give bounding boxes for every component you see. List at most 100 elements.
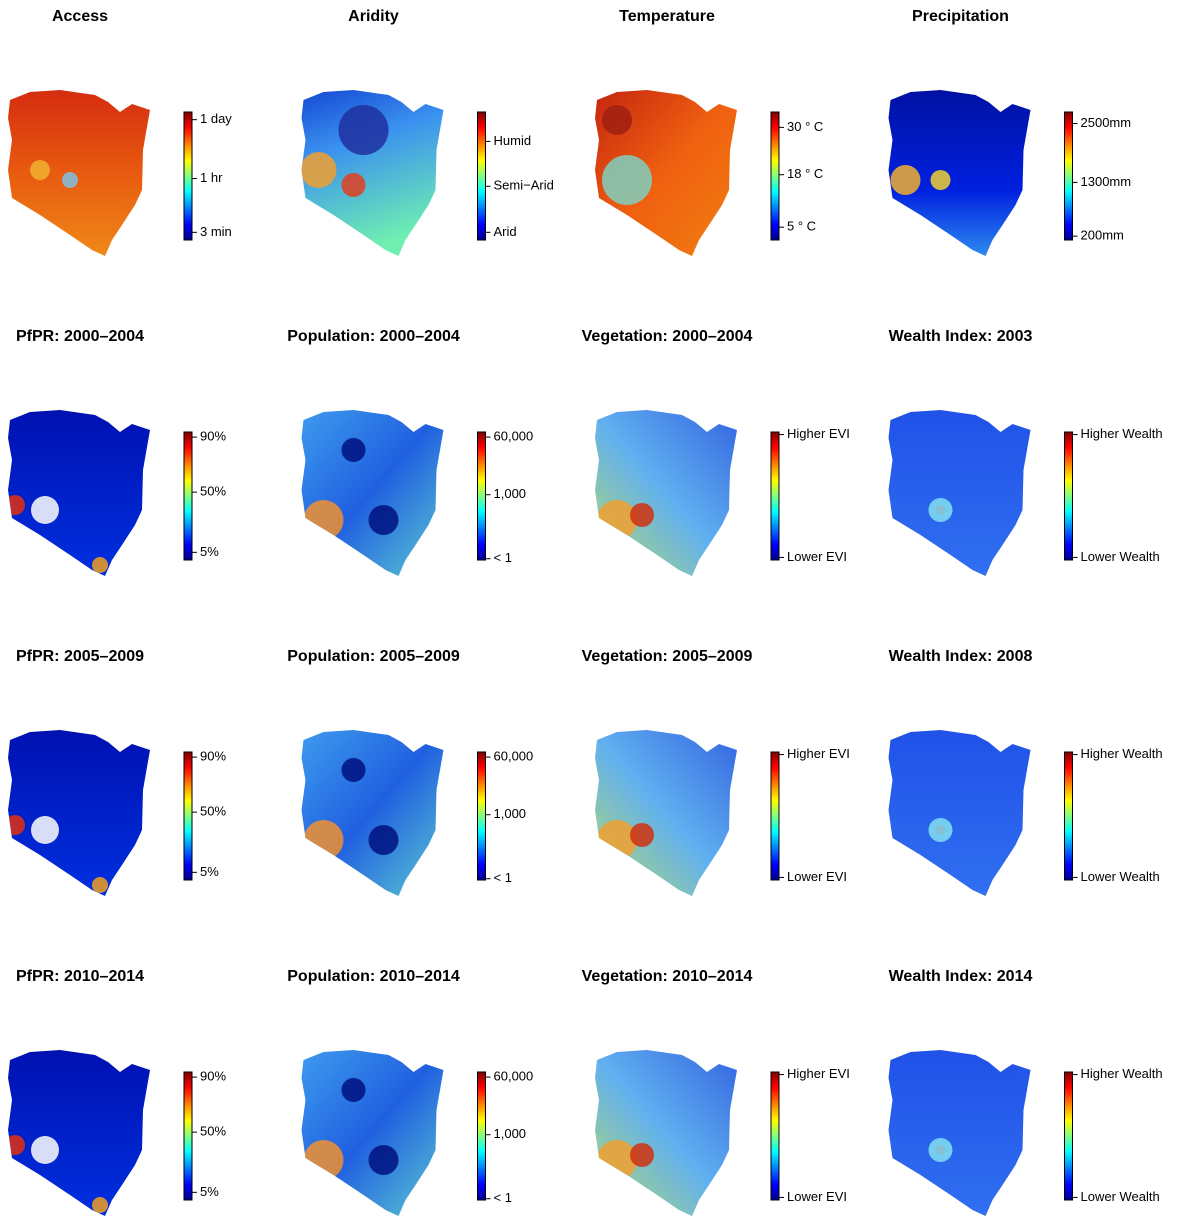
- legend-label: Lower EVI: [787, 1189, 847, 1204]
- map: [587, 1045, 742, 1219]
- panel-title: Wealth Index: 2008: [889, 648, 1033, 665]
- map-fill: [294, 1045, 449, 1219]
- map-fill: [881, 405, 1036, 580]
- map: [0, 85, 155, 260]
- map-feature: [342, 1078, 366, 1102]
- map-feature: [342, 173, 366, 197]
- panel-title: Access: [52, 8, 108, 25]
- legend-label: 1 day: [200, 111, 232, 126]
- legend-label: Higher Wealth: [1081, 746, 1163, 761]
- panel-title: Temperature: [619, 8, 715, 25]
- legend-label: Higher EVI: [787, 1066, 850, 1081]
- colorbar: [771, 432, 779, 560]
- legend-label: Lower Wealth: [1081, 869, 1160, 884]
- panel-title: Vegetation: 2010–2014: [582, 968, 753, 985]
- map-feature: [929, 498, 953, 522]
- legend-label: 60,000: [494, 749, 534, 764]
- map-fill: [0, 85, 155, 260]
- legend-label: 1,000: [494, 1126, 527, 1141]
- legend-label: 1300mm: [1081, 174, 1132, 189]
- panel-title: Vegetation: 2005–2009: [582, 648, 753, 665]
- legend-label: 5 ° C: [787, 219, 816, 234]
- legend-label: 50%: [200, 484, 226, 499]
- legend-label: 90%: [200, 749, 226, 764]
- panel: Wealth Index: 2008 Higher Wealth Lower Wea…: [881, 648, 1163, 900]
- map-fill: [587, 405, 742, 580]
- legend-label: Semi−Arid: [494, 178, 554, 193]
- colorbar: [771, 112, 779, 240]
- colorbar: [1065, 752, 1073, 880]
- panel: Vegetation: 2000–2004 Higher EVI Lower EVI: [582, 328, 850, 580]
- map-feature: [602, 105, 632, 135]
- panel-title: Precipitation: [912, 8, 1009, 25]
- map: [294, 85, 449, 260]
- map-feature: [369, 505, 399, 535]
- map: [881, 85, 1036, 260]
- colorbar: [184, 112, 192, 240]
- map: [881, 725, 1036, 900]
- map: [294, 1045, 449, 1219]
- legend-label: 50%: [200, 804, 226, 819]
- map: [587, 85, 742, 260]
- legend-label: Lower EVI: [787, 869, 847, 884]
- map-fill: [0, 405, 155, 580]
- colorbar: [184, 752, 192, 880]
- colorbar: [478, 432, 486, 560]
- map-feature: [62, 172, 78, 188]
- legend-label: 5%: [200, 1184, 219, 1199]
- map-feature: [304, 1140, 344, 1180]
- map-feature: [5, 815, 25, 835]
- map-feature: [342, 758, 366, 782]
- map-feature: [31, 496, 59, 524]
- legend-label: Lower EVI: [787, 549, 847, 564]
- map-fill: [0, 1045, 155, 1219]
- legend-label: Lower Wealth: [1081, 549, 1160, 564]
- map-fill: [881, 1045, 1036, 1219]
- map-feature: [369, 825, 399, 855]
- map-feature: [597, 500, 637, 540]
- map: [0, 1045, 155, 1219]
- colorbar: [1065, 432, 1073, 560]
- legend-label: 2500mm: [1081, 115, 1132, 130]
- legend-label: 60,000: [494, 1069, 534, 1084]
- figure: Access1 day1 hr3 minAridityHumidSemi−Ari…: [0, 0, 1177, 1219]
- legend-label: 1,000: [494, 806, 527, 821]
- legend-label: < 1: [494, 550, 512, 565]
- colorbar: [478, 112, 486, 240]
- legend-label: Arid: [494, 224, 517, 239]
- map-feature: [30, 160, 50, 180]
- map-fill: [587, 1045, 742, 1219]
- panel-title: Vegetation: 2000–2004: [582, 328, 753, 345]
- map-fill: [294, 725, 449, 900]
- map-feature: [92, 877, 108, 893]
- map-feature: [929, 1138, 953, 1162]
- map: [294, 405, 449, 580]
- legend-label: 50%: [200, 1124, 226, 1139]
- legend-label: 1 hr: [200, 170, 223, 185]
- map-feature: [92, 557, 108, 573]
- legend-label: Humid: [494, 133, 532, 148]
- map-feature: [342, 438, 366, 462]
- colorbar: [184, 432, 192, 560]
- legend-label: 1,000: [494, 486, 527, 501]
- map: [881, 405, 1036, 580]
- legend-label: 5%: [200, 544, 219, 559]
- colorbar: [1065, 112, 1073, 240]
- colorbar: [771, 752, 779, 880]
- map-fill: [294, 405, 449, 580]
- legend-label: 60,000: [494, 429, 534, 444]
- legend-label: Higher EVI: [787, 426, 850, 441]
- panel-title: Population: 2005–2009: [287, 648, 460, 665]
- map-feature: [369, 1145, 399, 1175]
- colorbar: [184, 1072, 192, 1200]
